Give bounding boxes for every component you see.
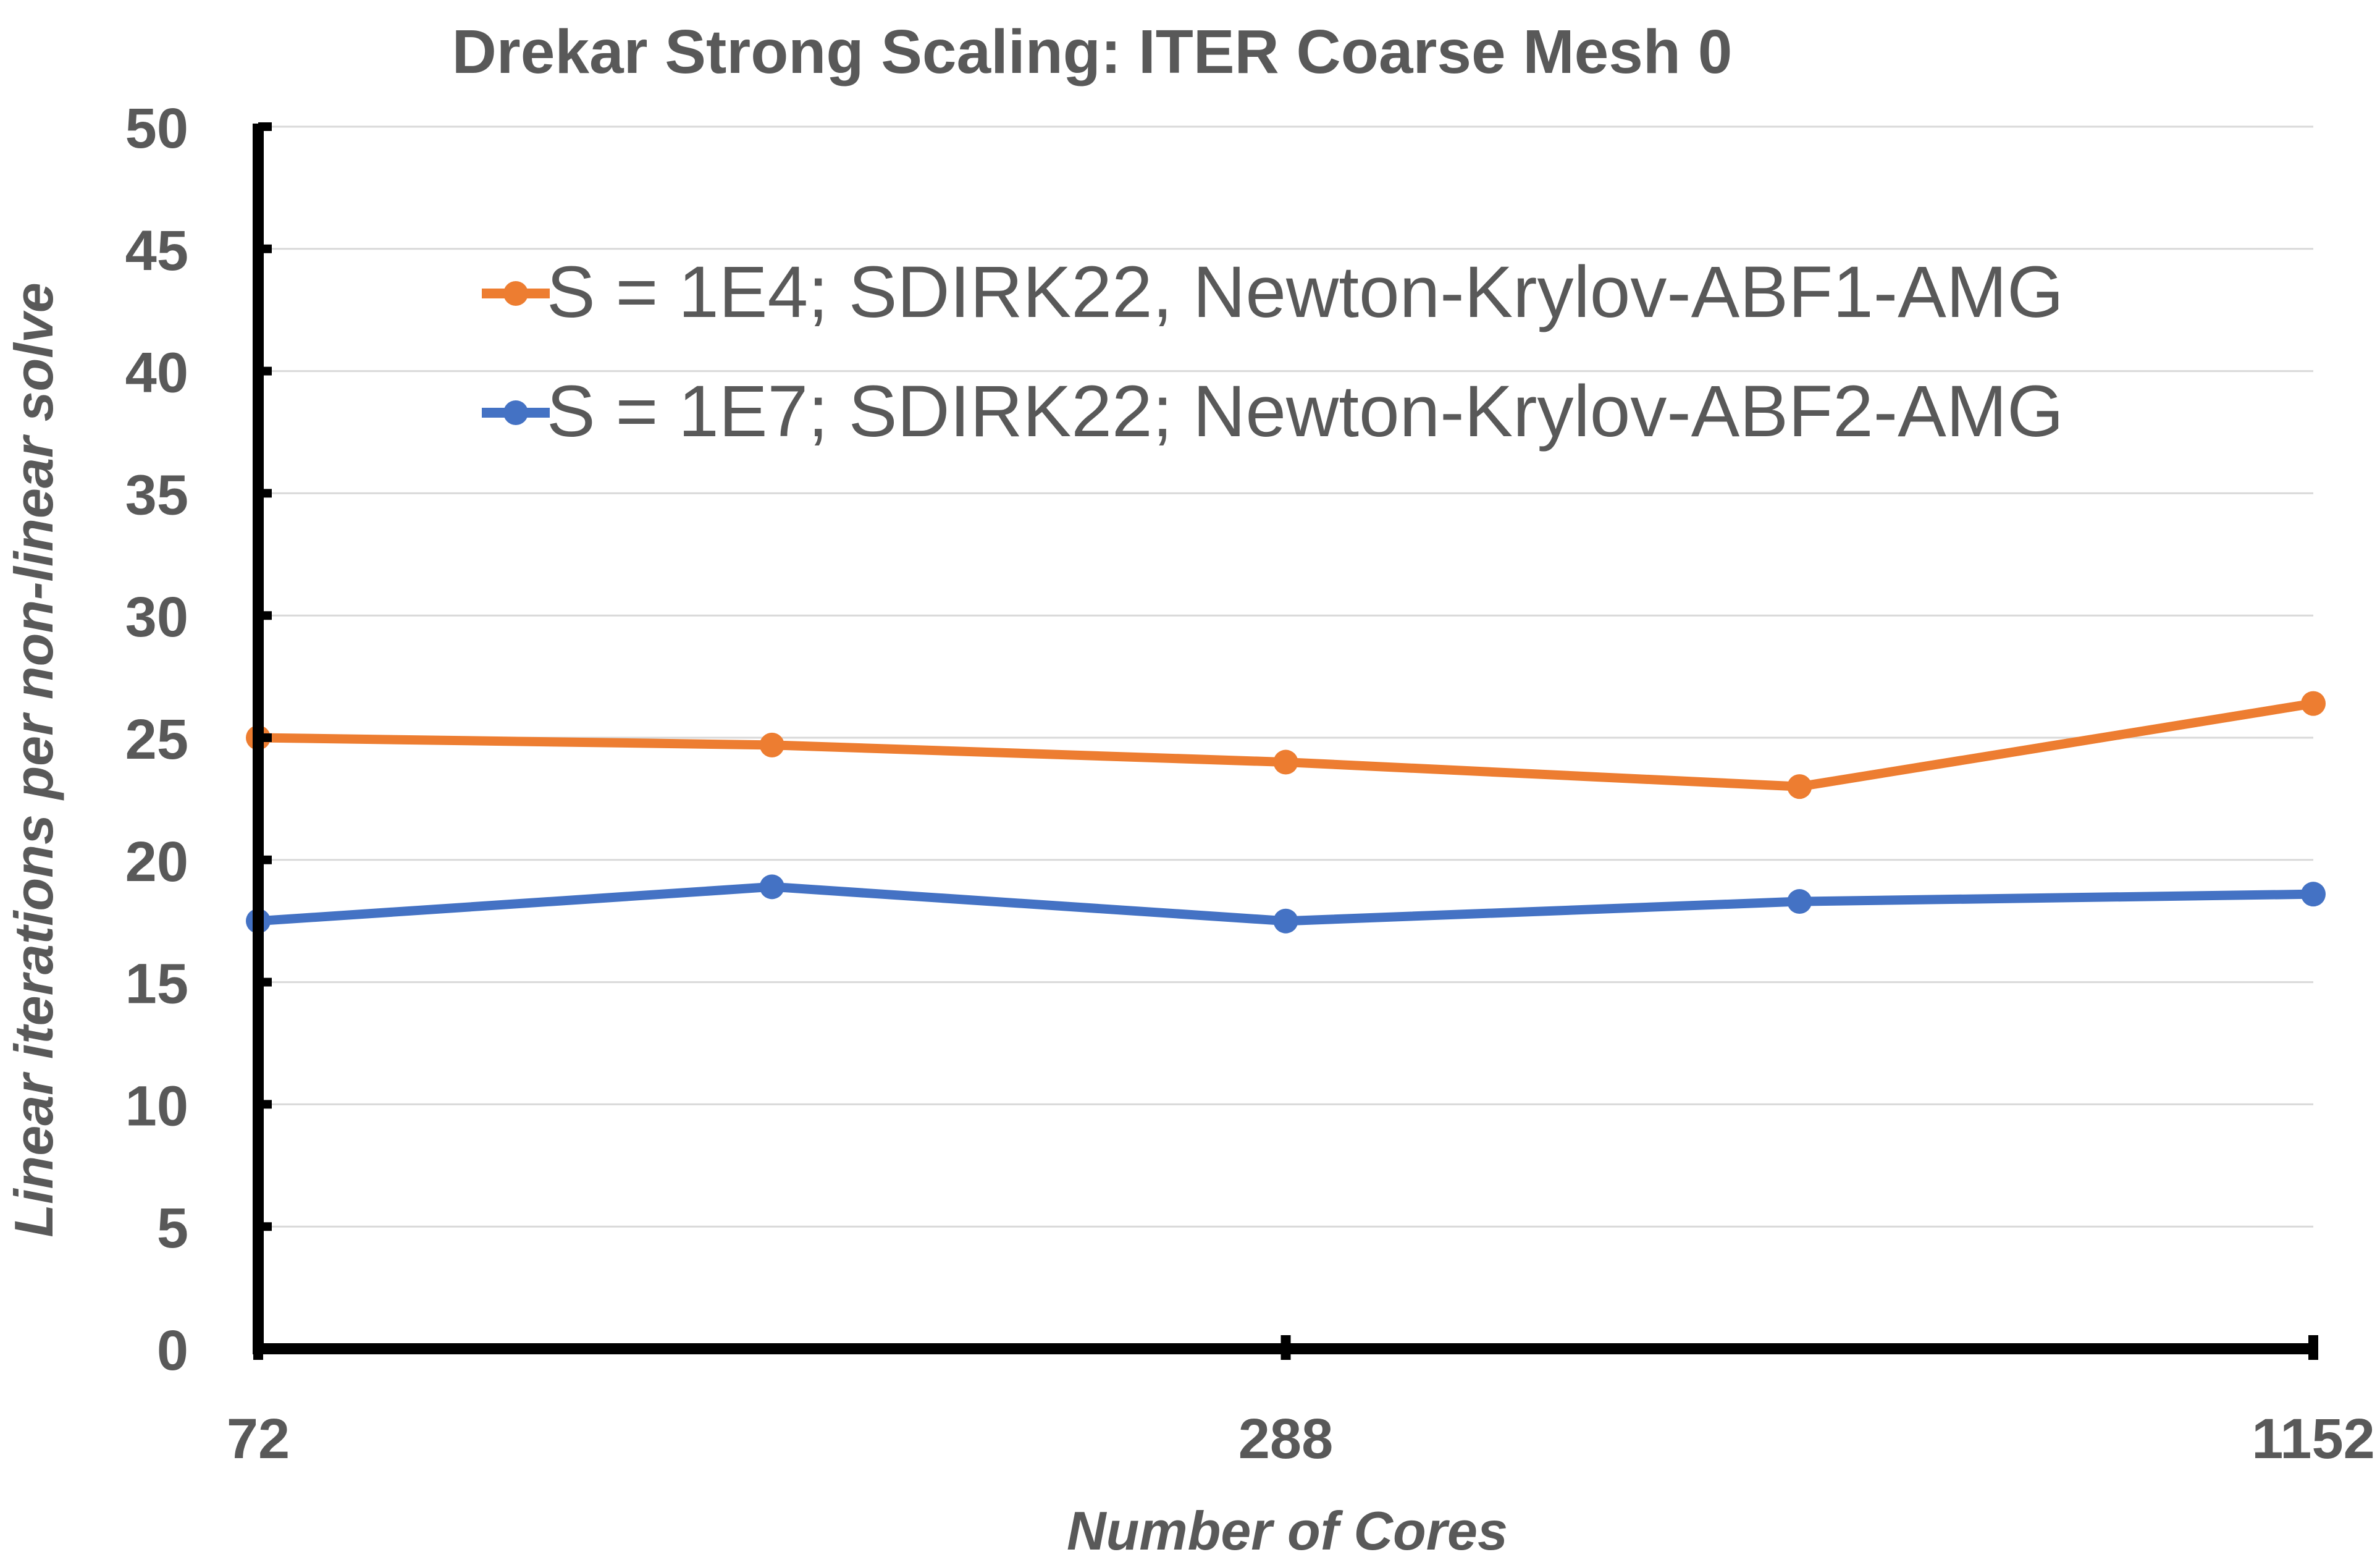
y-tick-label: 35 — [125, 463, 188, 526]
x-tick-label: 72 — [227, 1407, 290, 1470]
data-point — [1787, 889, 1812, 914]
data-point — [1273, 908, 1298, 934]
legend-marker-2 — [503, 400, 528, 425]
gridlines — [258, 125, 2313, 1228]
y-tick-label: 0 — [157, 1319, 188, 1382]
y-tick-label: 20 — [125, 830, 188, 893]
data-point — [759, 732, 784, 757]
y-tick-label: 45 — [125, 219, 188, 282]
y-axis-label: Linear iterations per non-linear solve — [3, 282, 64, 1237]
y-tick-label: 40 — [125, 342, 188, 405]
legend-label-1: S = 1E4; SDIRK22, Newton-Krylov-ABF1-AMG — [547, 251, 2064, 333]
data-point — [2301, 691, 2326, 716]
y-tick-label: 10 — [125, 1074, 188, 1137]
y-tick-label: 30 — [125, 586, 188, 649]
y-tick-label: 5 — [157, 1197, 188, 1260]
x-tick-label: 288 — [1238, 1407, 1334, 1470]
series-layer — [246, 691, 2326, 934]
x-ticks: 72 288 1152 — [227, 1335, 2375, 1470]
legend: S = 1E4; SDIRK22, Newton-Krylov-ABF1-AMG… — [482, 251, 2064, 452]
legend-marker-1 — [503, 281, 528, 306]
x-axis-label: Number of Cores — [1067, 1500, 1508, 1561]
data-point — [1273, 749, 1298, 775]
y-ticks: 0 5 10 15 20 25 30 35 40 45 50 — [125, 97, 272, 1382]
y-tick-label: 25 — [125, 708, 188, 771]
x-tick-label: 1152 — [2252, 1407, 2375, 1470]
data-point — [759, 874, 784, 900]
chart-title: Drekar Strong Scaling: ITER Coarse Mesh … — [452, 17, 1733, 86]
legend-label-2: S = 1E7; SDIRK22; Newton-Krylov-ABF2-AMG — [547, 371, 2064, 452]
data-point — [1787, 774, 1812, 799]
y-tick-label: 15 — [125, 953, 188, 1016]
y-tick-label: 50 — [125, 97, 188, 160]
data-point — [2301, 882, 2326, 907]
